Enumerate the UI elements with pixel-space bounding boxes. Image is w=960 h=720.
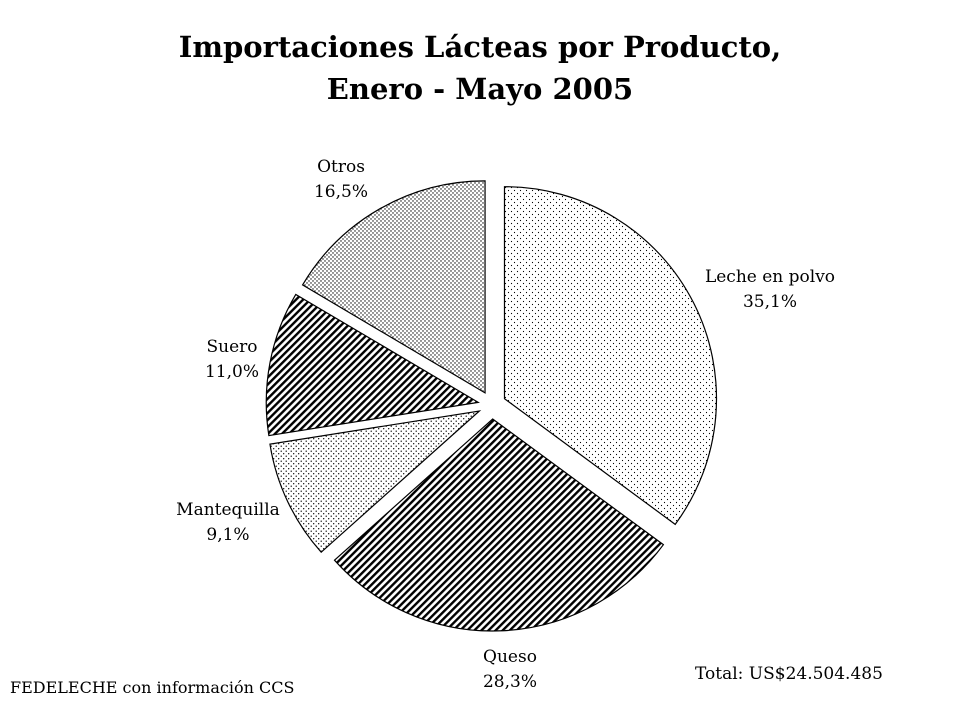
slice-name-label: Leche en polvo bbox=[705, 267, 835, 287]
slice-value-label: 11,0% bbox=[205, 362, 259, 382]
slice-value-label: 28,3% bbox=[483, 672, 537, 692]
pie-slice-mantequilla bbox=[269, 410, 482, 554]
chart-title-line-2: Enero - Mayo 2005 bbox=[326, 72, 634, 106]
pie-slice-otros bbox=[301, 180, 486, 394]
slice-name-label: Suero bbox=[206, 337, 257, 357]
chart-title: Importaciones Lácteas por Producto, Ener… bbox=[0, 26, 960, 110]
source-note: FEDELECHE con información CCS bbox=[10, 678, 295, 697]
pie-slice-queso bbox=[333, 418, 665, 632]
total-note: Total: US$24.504.485 bbox=[695, 664, 883, 684]
chart-title-line-1: Importaciones Lácteas por Producto, bbox=[178, 30, 782, 64]
slice-name-label: Mantequilla bbox=[176, 500, 280, 520]
slice-value-label: 35,1% bbox=[743, 292, 797, 312]
pie-slices bbox=[265, 180, 718, 632]
slice-value-label: 16,5% bbox=[314, 182, 368, 202]
slice-value-label: 9,1% bbox=[206, 525, 249, 545]
slice-name-label: Otros bbox=[317, 157, 365, 177]
pie-slice-suero bbox=[265, 293, 480, 437]
pie-labels: Leche en polvo 35,1% Queso 28,3% Mantequilla… bbox=[176, 157, 835, 692]
pie-slice-leche-en-polvo bbox=[503, 186, 718, 526]
slice-name-label: Queso bbox=[483, 647, 537, 667]
